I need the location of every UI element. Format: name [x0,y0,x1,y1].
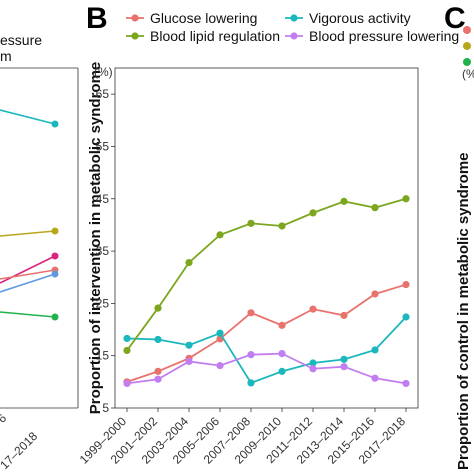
panel-b-series [123,195,410,388]
left-point-green [51,313,59,321]
data-point [309,365,317,373]
series-line [126,352,407,385]
data-point [309,359,317,367]
data-point [402,313,410,321]
legend-label: Vigorous activity [309,10,411,26]
series-line [126,316,407,384]
data-point [278,350,286,358]
data-point [247,309,255,317]
panel-b-x-ticks: 1999–20002001–20022003–20042005–20062007… [77,408,408,467]
data-point [402,280,410,289]
legend-label: Blood pressure lowering [309,28,459,44]
legend-swatch-point [290,32,298,40]
data-point [309,209,317,217]
data-point [247,351,255,359]
panel-b-plot-frame [114,67,419,409]
panel-b-letter: B [86,2,108,35]
panel-c-legend-marker-1 [463,26,471,34]
data-point [247,219,255,227]
left-legend-line-1: essure [0,32,42,48]
y-tick-label: 35 [96,244,110,258]
data-point [216,329,224,337]
legend-swatch-point [131,32,139,40]
y-tick-label: 15 [96,349,110,363]
data-point [371,374,379,382]
panel-c-legend-marker-3 [463,58,471,66]
data-point [123,346,131,355]
left-point-magenta [51,252,59,260]
series-line [126,283,407,383]
y-tick-label: 65 [96,87,110,101]
panel-c-y-unit: (% [462,67,474,81]
left-legend-line-2: m [0,48,12,64]
data-point [247,379,255,387]
y-tick-label: 5 [102,401,109,415]
series-line [126,197,407,351]
panel-b-legend: Glucose lowering Vigorous activity Blood l… [126,10,459,44]
data-point [278,222,286,230]
data-point [371,204,379,212]
data-point [154,367,162,375]
y-tick-label: 45 [96,192,110,206]
data-point [402,379,410,388]
left-series-cyan [0,109,56,125]
panel-b-y-unit: (%) [94,65,113,79]
left-series-magenta [0,255,56,284]
data-point [185,357,193,366]
data-point [371,290,379,298]
data-point [123,379,131,388]
left-point-cyan [51,120,59,128]
panel-b: B Glucose lowering Vigorous activity Blood… [77,2,459,467]
data-point [185,258,193,267]
left-point-olive [51,227,59,235]
data-point [340,197,348,205]
data-point [154,335,162,344]
legend-swatch-point [290,14,298,22]
data-point [340,311,348,320]
left-x-tick-1: 6 [0,411,9,426]
left-series-olive [0,230,56,237]
panel-b-y-ticks: 5 15 25 35 45 55 65 [96,87,115,415]
data-point [123,334,131,343]
legend-label: Glucose lowering [150,10,257,26]
data-point [154,375,162,383]
legend-swatch-point [131,14,139,22]
data-point [278,321,286,329]
left-series-blue [0,273,56,293]
left-panel-fragment: essure m 6 17–2018 [0,32,79,472]
data-point [340,363,348,371]
left-series-salmon [0,269,56,280]
data-point [185,341,193,349]
panel-b-y-axis-title: Proportion of intervention in metabolic … [87,62,104,415]
y-tick-label: 55 [96,139,110,153]
panel-c-y-axis-title: Proportion of control in metabolic syndr… [455,152,472,470]
data-point [371,346,379,354]
panel-c-letter: C [444,2,466,35]
left-point-blue [51,270,59,278]
data-point [309,305,317,313]
data-point [216,362,224,370]
data-point [402,195,410,203]
left-series-green [0,311,56,318]
data-point [340,355,348,363]
right-panel-fragment: C Proportion of control in metabolic syn… [444,2,474,470]
data-point [216,231,224,239]
left-x-tick-2: 17–2018 [0,429,40,472]
data-point [278,367,286,375]
y-tick-label: 25 [96,296,110,310]
legend-label: Blood lipid regulation [150,28,280,44]
panel-c-legend-marker-2 [463,42,471,50]
data-point [154,304,162,312]
